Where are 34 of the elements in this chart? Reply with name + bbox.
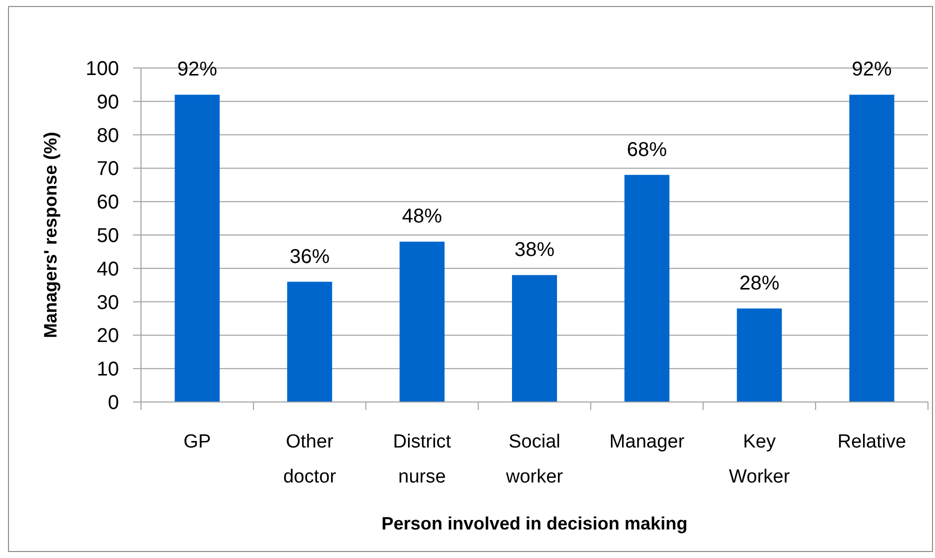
x-tick-label: GP (183, 432, 211, 453)
data-label: 48% (402, 206, 442, 228)
y-tick-label: 20 (96, 325, 119, 348)
y-tick-label: 10 (96, 358, 119, 381)
bar (849, 94, 894, 402)
x-tick-label: Key Worker (728, 432, 790, 488)
y-tick-label: 100 (86, 58, 119, 80)
x-tick-label: Other doctor (283, 432, 337, 488)
data-label: 36% (290, 246, 330, 268)
y-tick-label: 60 (96, 192, 119, 214)
bar (400, 242, 445, 402)
data-label: 38% (514, 239, 555, 262)
y-tick-label: 70 (96, 158, 119, 180)
x-tick-label: Manager (609, 432, 686, 453)
y-tick-label: 80 (96, 124, 119, 147)
data-label: 68% (626, 138, 668, 161)
bar (624, 174, 670, 402)
x-axis-title: Person involved in decision making (381, 513, 688, 534)
y-tick-label: 50 (96, 225, 119, 247)
y-tick-label: 90 (96, 91, 119, 114)
x-tick-label: District nurse (393, 432, 452, 488)
bar (287, 282, 332, 402)
bar (512, 275, 557, 402)
y-tick-label: 30 (96, 292, 119, 314)
y-axis-title: Managers' response (%) (40, 132, 60, 338)
x-tick-label: Social worker (504, 432, 564, 488)
data-label: 92% (177, 58, 218, 81)
bar (174, 94, 220, 402)
y-tick-label: 40 (96, 258, 119, 280)
bar (736, 308, 782, 402)
data-label: 28% (739, 272, 780, 294)
data-label: 92% (852, 58, 892, 81)
x-tick-label: Relative (837, 432, 906, 453)
y-tick-label: 0 (108, 392, 119, 414)
